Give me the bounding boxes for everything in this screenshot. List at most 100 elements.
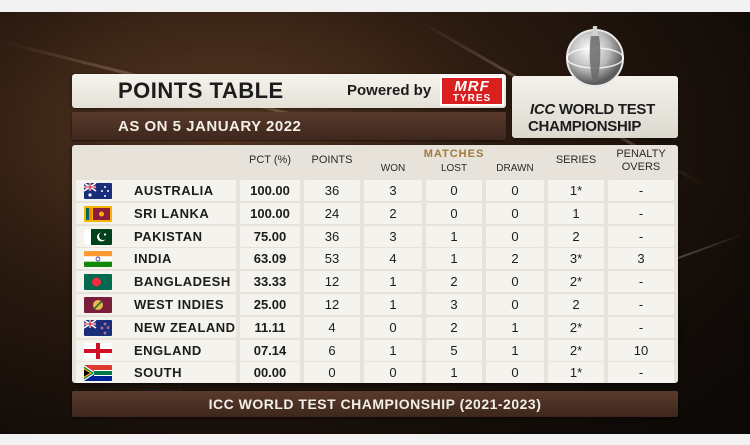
series-cell: 1*	[548, 180, 604, 201]
col-header-won: WON	[380, 163, 406, 174]
points-cell: 4	[304, 316, 360, 338]
series-cell: 2*	[548, 339, 604, 361]
table-row: ENGLAND 07.14 6 1 5 1 2* 10	[72, 339, 678, 361]
table-row: NEW ZEALAND 11.11 4 0 2 1 2* -	[72, 316, 678, 338]
points-cell: 6	[304, 339, 360, 361]
penalty-cell: -	[608, 294, 674, 315]
lost-cell: 1	[426, 248, 482, 270]
pct-cell: 11.11	[240, 316, 300, 338]
team-cell: PAKISTAN	[76, 225, 236, 247]
penalty-header-line1: PENALTY	[616, 148, 666, 160]
wtc-brand-line2: CHAMPIONSHIP	[528, 118, 642, 135]
team-cell: SRI LANKA	[76, 202, 236, 224]
team-name: SRI LANKA	[134, 205, 210, 221]
penalty-cell: -	[608, 316, 674, 338]
series-cell: 1*	[548, 362, 604, 384]
powered-by-label: Powered by	[347, 82, 432, 99]
table-row: PAKISTAN 75.00 36 3 1 0 2-	[72, 225, 678, 247]
team-name: SOUTH AFRICA	[134, 365, 186, 401]
team-cell: SOUTH AFRICA	[76, 362, 236, 401]
series-cell: 2	[548, 294, 604, 315]
table-row: AUSTRALIA 100.00 36 3 0 0 1* -	[72, 180, 678, 201]
tyres-logo-text: TYRES	[452, 93, 492, 104]
table-row: SRI LANKA 100.00 24 2 0 0 1-	[72, 202, 678, 224]
table-row: INDIA 63.09 53 4 1 2 3* 3	[72, 248, 678, 270]
won-cell: 1	[364, 294, 422, 315]
australia-flag-icon	[84, 183, 112, 199]
sri-lanka-flag-icon	[84, 205, 112, 222]
drawn-cell: 0	[486, 180, 544, 201]
points-cell: 53	[304, 248, 360, 270]
new-zealand-flag-icon	[84, 319, 112, 336]
date-bar: AS ON 5 JANUARY 2022	[72, 112, 506, 140]
lost-cell: 5	[426, 339, 482, 361]
lost-cell: 2	[426, 271, 482, 293]
pct-cell: 33.33	[240, 271, 300, 293]
south-africa-flag-icon	[84, 365, 112, 382]
table-row: BANGLADESH 33.33 12 1 2 0 2* -	[72, 271, 678, 293]
team-cell: NEW ZEALAND	[76, 316, 236, 338]
drawn-cell: 1	[486, 316, 544, 338]
lost-cell: 1	[426, 225, 482, 247]
col-header-points: POINTS	[311, 154, 353, 166]
lost-cell: 0	[426, 202, 482, 224]
won-cell: 0	[364, 362, 422, 384]
series-cell: 2	[548, 225, 604, 247]
team-name: ENGLAND	[134, 342, 202, 358]
team-name: BANGLADESH	[134, 274, 231, 290]
penalty-cell: -	[608, 225, 674, 247]
penalty-cell: -	[608, 180, 674, 201]
col-header-pct: PCT (%)	[249, 154, 291, 166]
points-cell: 12	[304, 294, 360, 315]
won-cell: 0	[364, 316, 422, 338]
team-cell: BANGLADESH	[76, 271, 236, 293]
points-table: PCT (%) POINTS MATCHES WON LOST DRAWN SE…	[72, 145, 678, 401]
drawn-cell: 2	[486, 248, 544, 270]
pct-cell: 100.00	[240, 202, 300, 224]
team-name: INDIA	[134, 251, 172, 267]
penalty-cell: -	[608, 271, 674, 293]
mrf-logo-text: MRF	[454, 78, 490, 95]
pct-cell: 00.00	[240, 362, 300, 384]
drawn-cell: 0	[486, 225, 544, 247]
drawn-cell: 0	[486, 362, 544, 384]
as-on-date: AS ON 5 JANUARY 2022	[118, 118, 302, 135]
lost-cell: 1	[426, 362, 482, 384]
penalty-cell: 3	[608, 248, 674, 270]
pct-cell: 07.14	[240, 339, 300, 361]
pct-cell: 25.00	[240, 294, 300, 315]
drawn-cell: 1	[486, 339, 544, 361]
team-name: WEST INDIES	[134, 297, 225, 312]
won-cell: 3	[364, 180, 422, 201]
wtc-brand-line1: ICC WORLD TEST	[530, 101, 655, 118]
mrf-tyres-logo: MRF TYRES	[440, 76, 504, 106]
drawn-cell: 0	[486, 202, 544, 224]
icc-text: ICC	[530, 101, 555, 118]
penalty-cell: -	[608, 362, 674, 384]
india-flag-icon	[84, 251, 112, 268]
team-name: NEW ZEALAND	[134, 319, 236, 335]
team-name: AUSTRALIA	[134, 183, 214, 198]
won-cell: 4	[364, 248, 422, 270]
penalty-cell: -	[608, 202, 674, 224]
lost-cell: 2	[426, 316, 482, 338]
footer-bar: ICC WORLD TEST CHAMPIONSHIP (2021-2023)	[72, 391, 678, 417]
penalty-cell: 10	[608, 339, 674, 361]
series-cell: 1	[548, 202, 604, 224]
team-cell: WEST INDIES	[76, 294, 236, 315]
series-cell: 2*	[548, 316, 604, 338]
points-cell: 0	[304, 362, 360, 384]
team-name: PAKISTAN	[134, 228, 203, 244]
team-cell: AUSTRALIA	[76, 180, 236, 201]
footer-title: ICC WORLD TEST CHAMPIONSHIP (2021-2023)	[208, 396, 542, 412]
series-cell: 2*	[548, 271, 604, 293]
bangladesh-flag-icon	[84, 274, 112, 291]
team-cell: ENGLAND	[76, 339, 236, 361]
pct-cell: 63.09	[240, 248, 300, 270]
col-header-series: SERIES	[555, 154, 597, 166]
wtc-mace-logo-icon	[566, 26, 624, 87]
col-header-penalty: PENALTY OVERS	[608, 148, 674, 174]
won-cell: 3	[364, 225, 422, 247]
england-flag-icon	[84, 342, 112, 359]
drawn-cell: 0	[486, 271, 544, 293]
